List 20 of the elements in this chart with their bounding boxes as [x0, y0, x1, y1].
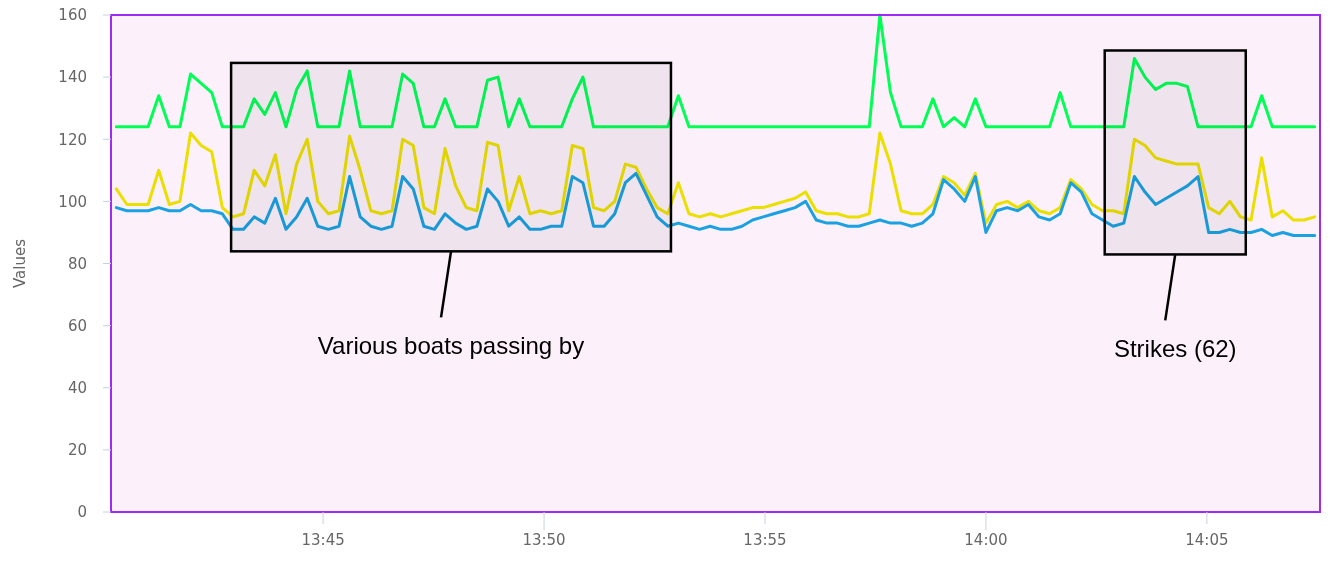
y-tick-label: 80: [67, 254, 87, 273]
band-label: Various boats passing by: [317, 332, 585, 360]
y-tick-label: 20: [67, 441, 87, 460]
x-tick-label: 14:05: [1185, 531, 1229, 549]
line-series: [114, 13, 1317, 129]
y-tick-label: 60: [67, 316, 87, 335]
y-tick-label: 100: [58, 192, 87, 211]
y-tick-label: 40: [67, 379, 87, 397]
x-tick-label: 13:50: [522, 531, 566, 549]
band-label: Strikes (62): [1113, 335, 1237, 363]
x-tick-label: 14:00: [964, 531, 1008, 549]
y-tick-label: 0: [77, 503, 87, 522]
y-tick-label: 120: [58, 130, 87, 149]
x-tick-label: 13:45: [301, 531, 345, 549]
y-axis-title: Values: [11, 238, 29, 289]
x-tick-label: 13:55: [743, 531, 787, 549]
y-tick-label: 140: [58, 68, 87, 87]
line-series: [114, 171, 1317, 238]
y-tick-label: 160: [58, 6, 87, 25]
line-series: [114, 131, 1317, 225]
